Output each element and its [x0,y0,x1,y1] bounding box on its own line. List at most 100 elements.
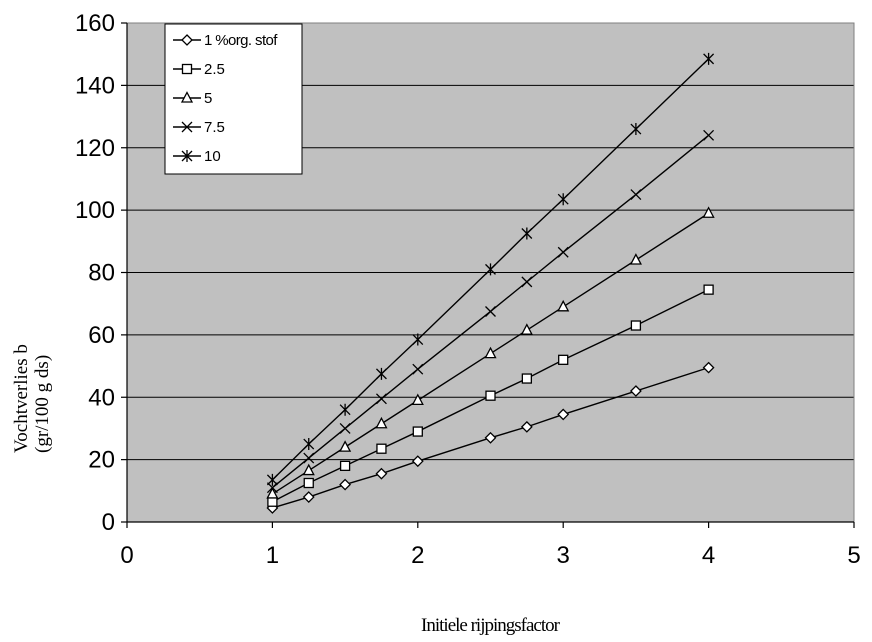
y-axis-title-line-2: (gr/100 g ds) [32,355,53,453]
series-5-point-4 [375,367,387,380]
axes: 0 20 40 60 80 100 120 140 160 0 1 2 3 4 5 [75,10,861,569]
series-1-point-9 [629,385,642,397]
legend-item-2-marker [181,63,193,75]
y-tick-label-120: 120 [75,135,115,162]
series-1-point-10-shape [702,361,715,374]
series-1-point-5 [411,455,424,468]
legend-item-2-label: 2.5 [204,61,225,78]
series-4-point-9 [630,189,642,200]
series-1-point-2-shape [302,491,315,503]
legend-item-1-label: 1 %org. stof [204,32,278,49]
series-5-point-2 [303,438,315,451]
series-1-point-10 [702,361,715,374]
series-5-point-5-shape [412,333,424,346]
data-series [266,52,715,514]
series-3-point-6-shape [484,346,497,359]
series-2-point-4 [376,443,387,454]
series-5-point-5 [412,333,424,346]
series-1-point-9-shape [629,385,642,397]
series-4-line [271,134,710,489]
y-tick-label-160: 160 [75,10,115,37]
series-4-point-2 [303,452,315,464]
series-4-point-3-shape [339,422,351,434]
series-3-point-10 [702,206,715,218]
series-2-point-3-shape [339,460,351,472]
y-tick-label-140: 140 [75,72,115,99]
series-4-point-8-shape [557,246,569,258]
series-2-point-6-shape [485,390,496,401]
series-2-point-4-shape [376,443,387,454]
series-2-point-2 [303,477,314,489]
series-4-point-8 [557,246,569,258]
series-2-point-2-shape [303,477,314,489]
series-4-point-10-shape [703,129,715,141]
series-3 [266,206,715,499]
series-3-point-1-shape [266,487,279,499]
series-4-point-2-shape [303,452,315,464]
legend-item-2-marker-shape [181,63,193,75]
series-2-point-8-shape [558,354,569,365]
series-5-point-7-shape [521,227,533,240]
series-4-point-7-shape [521,276,533,288]
series-2-point-9 [630,320,642,331]
series-5-line [271,58,710,481]
series-2-point-5-shape [412,426,423,437]
series-5-point-2-shape [303,438,315,451]
series-3-point-1 [266,487,279,499]
series-3-point-9-shape [629,253,642,265]
series-3-point-9 [629,253,642,265]
series-2-point-7-shape [521,373,532,384]
series-3-point-10-shape [702,206,715,218]
legend-item-1-marker-shape [181,34,193,46]
series-4-point-1 [266,482,278,494]
y-axis-title: Vochtverlies b (gr/100 g ds) [11,339,53,453]
series-4-point-7 [521,276,533,288]
series-1-line [272,366,709,509]
series-2-point-10 [703,284,714,295]
legend-item-3-label: 5 [204,90,212,107]
series-5-point-1-shape [266,473,278,486]
series-4-point-6-shape [485,306,496,317]
y-tick-label-80: 80 [88,260,115,287]
legend-item-5-marker-shape [181,150,193,162]
series-1-point-3-shape [339,478,352,491]
series-5 [266,52,715,486]
x-tick-label-2: 2 [411,542,424,569]
series-5-point-3 [339,403,351,416]
series-2-point-5 [412,426,423,437]
y-tick-label-20: 20 [88,447,115,474]
series-3-point-6 [484,346,497,359]
series-5-point-8 [557,193,569,206]
series-4-point-4 [375,393,387,405]
series-1-point-3 [339,478,352,491]
series-1-point-4 [375,467,388,480]
series-3-point-7-shape [520,323,533,335]
series-5-point-1 [266,473,278,486]
series-1-point-2 [302,491,315,503]
y-tick-label-60: 60 [88,322,115,349]
series-4-point-9-shape [630,189,642,200]
series-5-point-3-shape [339,403,351,416]
series-2-point-9-shape [630,320,642,331]
x-tick-label-3: 3 [557,542,570,569]
legend-item-5: 10 [173,148,221,165]
series-2-point-8 [558,354,569,365]
series-5-point-8-shape [557,193,569,206]
legend-item-4-marker [181,121,193,133]
legend-item-1-marker [181,34,193,46]
series-4-point-1-shape [266,482,278,494]
legend-item-5-marker [181,150,193,162]
series-5-point-10-shape [703,52,715,65]
series-4-point-4-shape [375,393,387,405]
legend-item-4-label: 7.5 [204,119,225,136]
series-3-point-7 [520,323,533,335]
series-1-point-7-shape [520,420,533,433]
series-3-point-2 [302,463,315,476]
series-1-point-4-shape [375,467,388,480]
series-5-point-10 [703,52,715,65]
legend-item-3: 5 [173,90,212,107]
series-1 [266,361,715,514]
legend-item-5-label: 10 [204,148,221,165]
series-4-point-10 [703,129,715,141]
series-3-point-5 [411,393,424,406]
